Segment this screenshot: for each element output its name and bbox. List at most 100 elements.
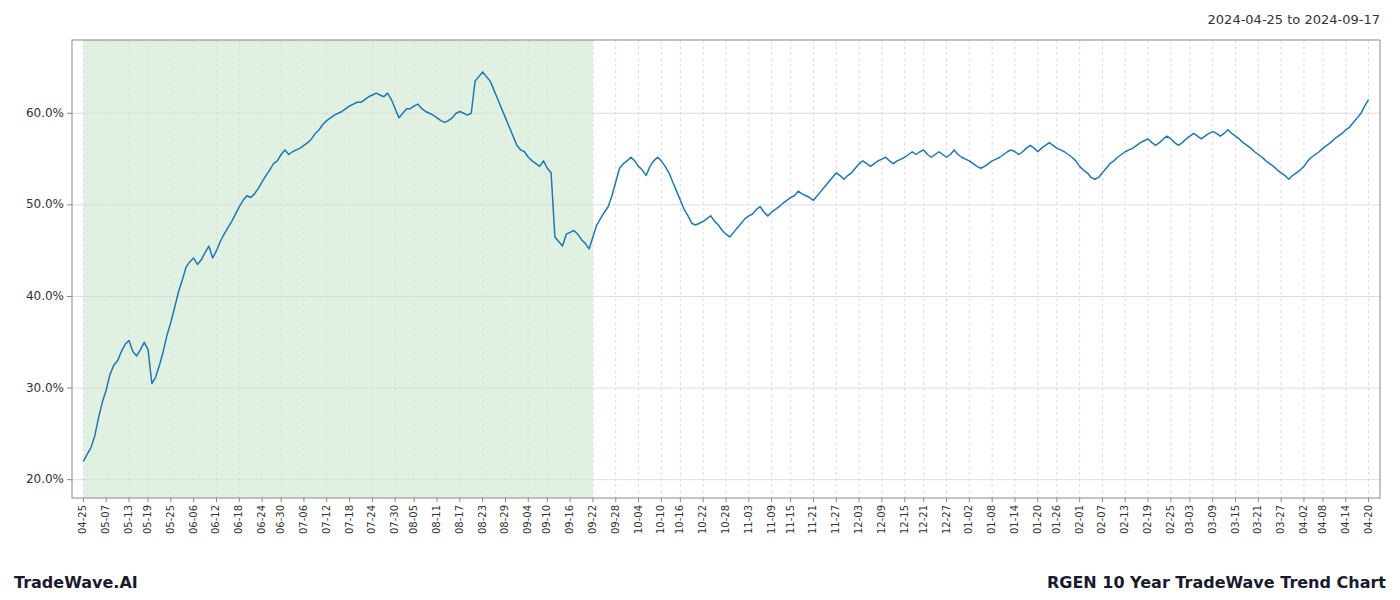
x-tick-label: 06-30 <box>275 505 286 534</box>
x-tick-label: 03-21 <box>1252 505 1263 534</box>
grid-line-x <box>1235 40 1236 498</box>
x-tick-label: 12-03 <box>853 505 864 534</box>
grid-line-x <box>437 40 438 498</box>
x-tick-label: 10-10 <box>655 505 666 534</box>
x-tick-label: 11-27 <box>830 505 841 534</box>
y-axis: 20.0%30.0%40.0%50.0%60.0% <box>26 106 72 486</box>
grid-line-x <box>1079 40 1080 498</box>
x-tick-label: 02-25 <box>1165 505 1176 534</box>
x-tick-label: 05-19 <box>142 505 153 534</box>
x-tick <box>170 498 171 502</box>
x-tick-label: 02-13 <box>1119 505 1130 534</box>
x-tick-label: 03-27 <box>1275 505 1286 534</box>
grid-line-x <box>1056 40 1057 498</box>
x-axis: 04-2505-0705-1305-1905-2506-0606-1206-18… <box>77 498 1373 534</box>
x-tick <box>262 498 263 502</box>
grid-line-x <box>482 40 483 498</box>
x-tick <box>547 498 548 502</box>
grid-line-x <box>969 40 970 498</box>
x-tick-label: 08-29 <box>499 505 510 534</box>
shaded-region <box>83 40 593 498</box>
grid-line-x <box>946 40 947 498</box>
x-tick <box>1014 498 1015 502</box>
x-tick-label: 02-19 <box>1142 505 1153 534</box>
x-tick <box>680 498 681 502</box>
grid-line-x <box>1037 40 1038 498</box>
grid-line-x <box>170 40 171 498</box>
chart-svg: 20.0%30.0%40.0%50.0%60.0%04-2505-0705-13… <box>0 0 1400 600</box>
grid-line-x <box>326 40 327 498</box>
grid-line-x <box>1281 40 1282 498</box>
grid-line-x <box>680 40 681 498</box>
grid-line-x <box>904 40 905 498</box>
x-tick <box>1281 498 1282 502</box>
grid-line-x <box>748 40 749 498</box>
x-tick-label: 11-03 <box>743 505 754 534</box>
grid <box>72 40 1380 498</box>
x-tick-label: 01-14 <box>1009 505 1020 534</box>
x-tick-label: 01-02 <box>963 505 974 534</box>
x-tick <box>881 498 882 502</box>
grid-line-x <box>1014 40 1015 498</box>
x-tick <box>106 498 107 502</box>
x-tick <box>303 498 304 502</box>
grid-line-x <box>1258 40 1259 498</box>
grid-line-x <box>661 40 662 498</box>
x-tick-label: 05-13 <box>123 505 134 534</box>
shade-group <box>83 40 593 498</box>
x-tick-label: 09-04 <box>522 505 533 534</box>
x-tick <box>748 498 749 502</box>
x-tick-label: 10-28 <box>720 505 731 534</box>
x-tick <box>592 498 593 502</box>
y-tick-label: 30.0% <box>26 381 64 395</box>
x-tick-label: 08-23 <box>477 505 488 534</box>
x-tick <box>836 498 837 502</box>
x-tick <box>615 498 616 502</box>
grid-line-x <box>992 40 993 498</box>
x-tick <box>148 498 149 502</box>
grid-line-x <box>1102 40 1103 498</box>
x-tick <box>1170 498 1171 502</box>
x-tick-label: 07-24 <box>366 505 377 534</box>
x-tick-label: 11-21 <box>807 505 818 534</box>
x-tick <box>703 498 704 502</box>
grid-line-x <box>1368 40 1369 498</box>
x-tick <box>1056 498 1057 502</box>
x-tick-label: 09-28 <box>610 505 621 534</box>
x-tick <box>570 498 571 502</box>
x-tick <box>859 498 860 502</box>
x-tick <box>1189 498 1190 502</box>
grid-line-x <box>148 40 149 498</box>
footer-annotation: TradeWave.AI <box>14 573 138 592</box>
grid-line-x <box>414 40 415 498</box>
grid-line-x <box>726 40 727 498</box>
x-tick <box>771 498 772 502</box>
x-tick-label: 08-11 <box>431 505 442 534</box>
y-tick <box>67 479 72 480</box>
y-tick <box>67 296 72 297</box>
grid-line-x <box>703 40 704 498</box>
x-tick <box>239 498 240 502</box>
grid-line-x <box>790 40 791 498</box>
x-tick <box>1303 498 1304 502</box>
grid-line-x <box>813 40 814 498</box>
chart-container: 20.0%30.0%40.0%50.0%60.0%04-2505-0705-13… <box>0 0 1400 600</box>
grid-line-x <box>459 40 460 498</box>
x-tick <box>216 498 217 502</box>
x-tick-label: 04-25 <box>77 505 88 534</box>
x-tick <box>1102 498 1103 502</box>
x-tick-label: 06-12 <box>210 505 221 534</box>
x-tick <box>1345 498 1346 502</box>
x-tick <box>395 498 396 502</box>
x-tick <box>437 498 438 502</box>
grid-line-x <box>570 40 571 498</box>
x-tick-label: 05-25 <box>165 505 176 534</box>
grid-line-x <box>83 40 84 498</box>
x-tick-label: 07-18 <box>344 505 355 534</box>
grid-line-x <box>349 40 350 498</box>
x-tick-label: 02-01 <box>1074 505 1085 534</box>
grid-line-x <box>592 40 593 498</box>
grid-line-x <box>303 40 304 498</box>
x-tick <box>661 498 662 502</box>
x-tick-label: 01-08 <box>986 505 997 534</box>
